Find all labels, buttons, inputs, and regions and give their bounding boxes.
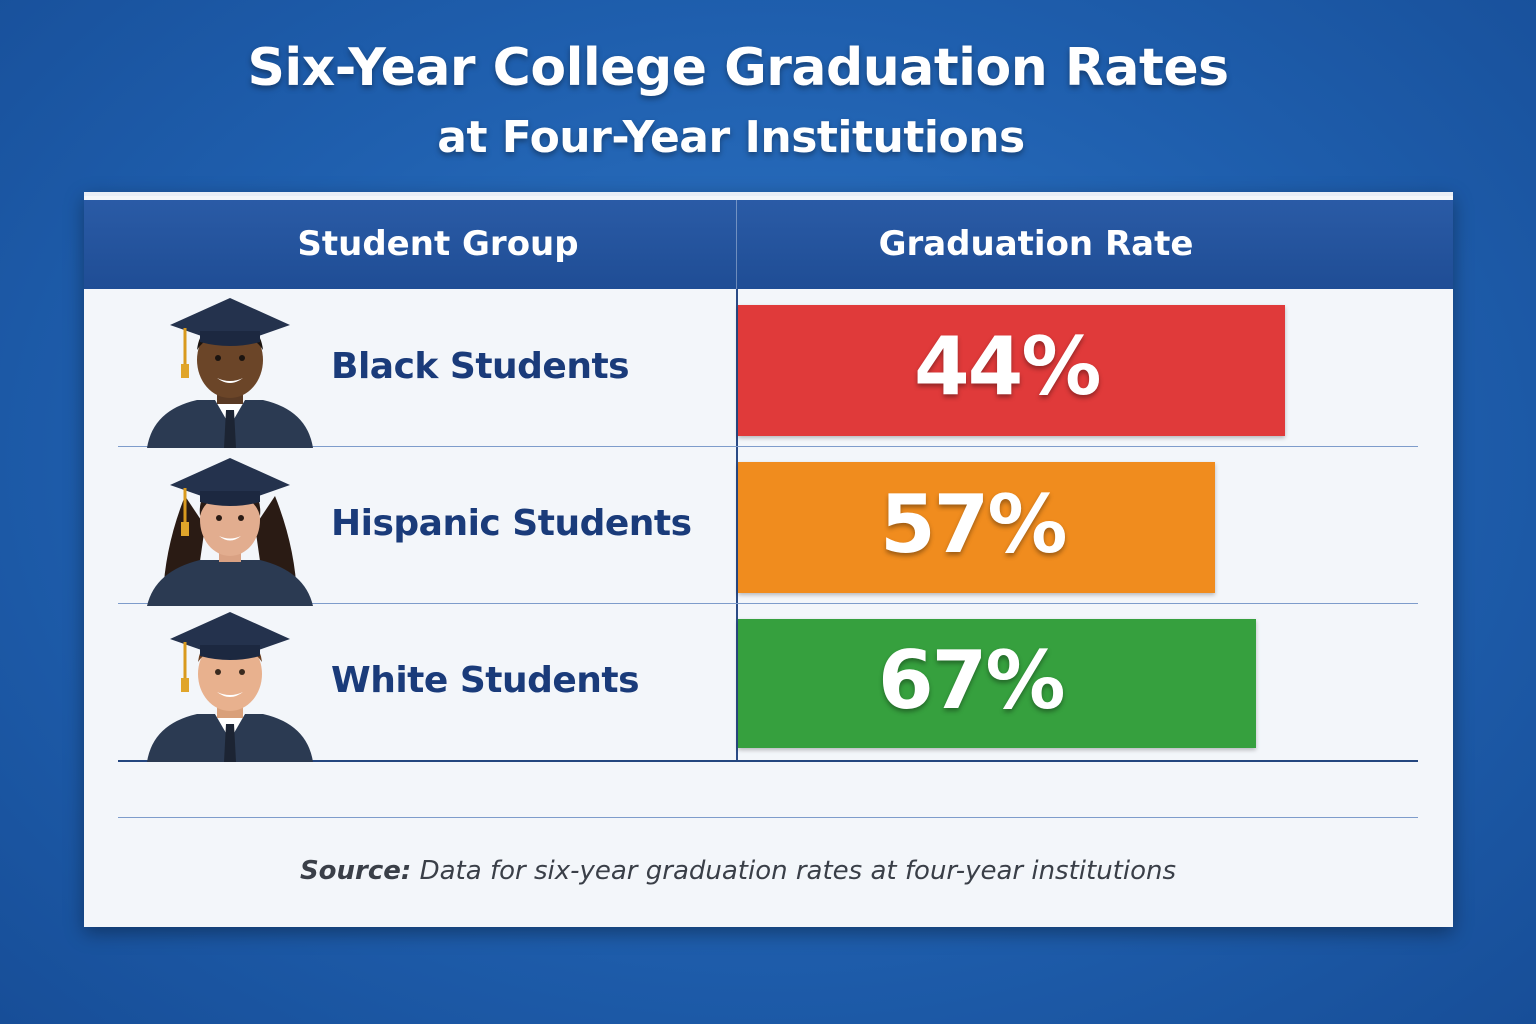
- source-rule: [118, 817, 1418, 818]
- bar-value-white-students: 67%: [878, 634, 1065, 727]
- header-graduation-rate: Graduation Rate: [878, 224, 1194, 264]
- male-graduate-icon: [147, 612, 313, 762]
- panel-top-border: [84, 192, 1453, 196]
- source-note: Source: Data for six-year graduation rat…: [0, 856, 1476, 886]
- bar-hispanic-students: [738, 462, 1215, 593]
- chart-title: Six-Year College Graduation Rates: [247, 38, 1229, 98]
- bar-white-students: [738, 619, 1256, 748]
- source-prefix: Source:: [299, 856, 412, 886]
- row-separator: [118, 603, 1418, 604]
- male-graduate-icon: [147, 298, 313, 448]
- header-student-group: Student Group: [297, 224, 579, 264]
- source-text: Data for six-year graduation rates at fo…: [411, 856, 1177, 886]
- table-header: Student Group Graduation Rate: [84, 200, 1453, 289]
- chart-subtitle: at Four-Year Institutions: [437, 112, 1025, 163]
- bar-value-black-students: 44%: [914, 320, 1101, 413]
- header-divider: [736, 200, 737, 289]
- row-label-white-students: White Students: [331, 660, 640, 701]
- row-label-black-students: Black Students: [331, 346, 630, 387]
- table-bottom-rule: [118, 760, 1418, 762]
- bar-black-students: [738, 305, 1285, 436]
- row-label-hispanic-students: Hispanic Students: [331, 503, 692, 544]
- female-graduate-icon: [147, 458, 313, 606]
- bar-value-hispanic-students: 57%: [880, 478, 1067, 571]
- column-divider: [736, 289, 738, 761]
- row-separator: [118, 446, 1418, 447]
